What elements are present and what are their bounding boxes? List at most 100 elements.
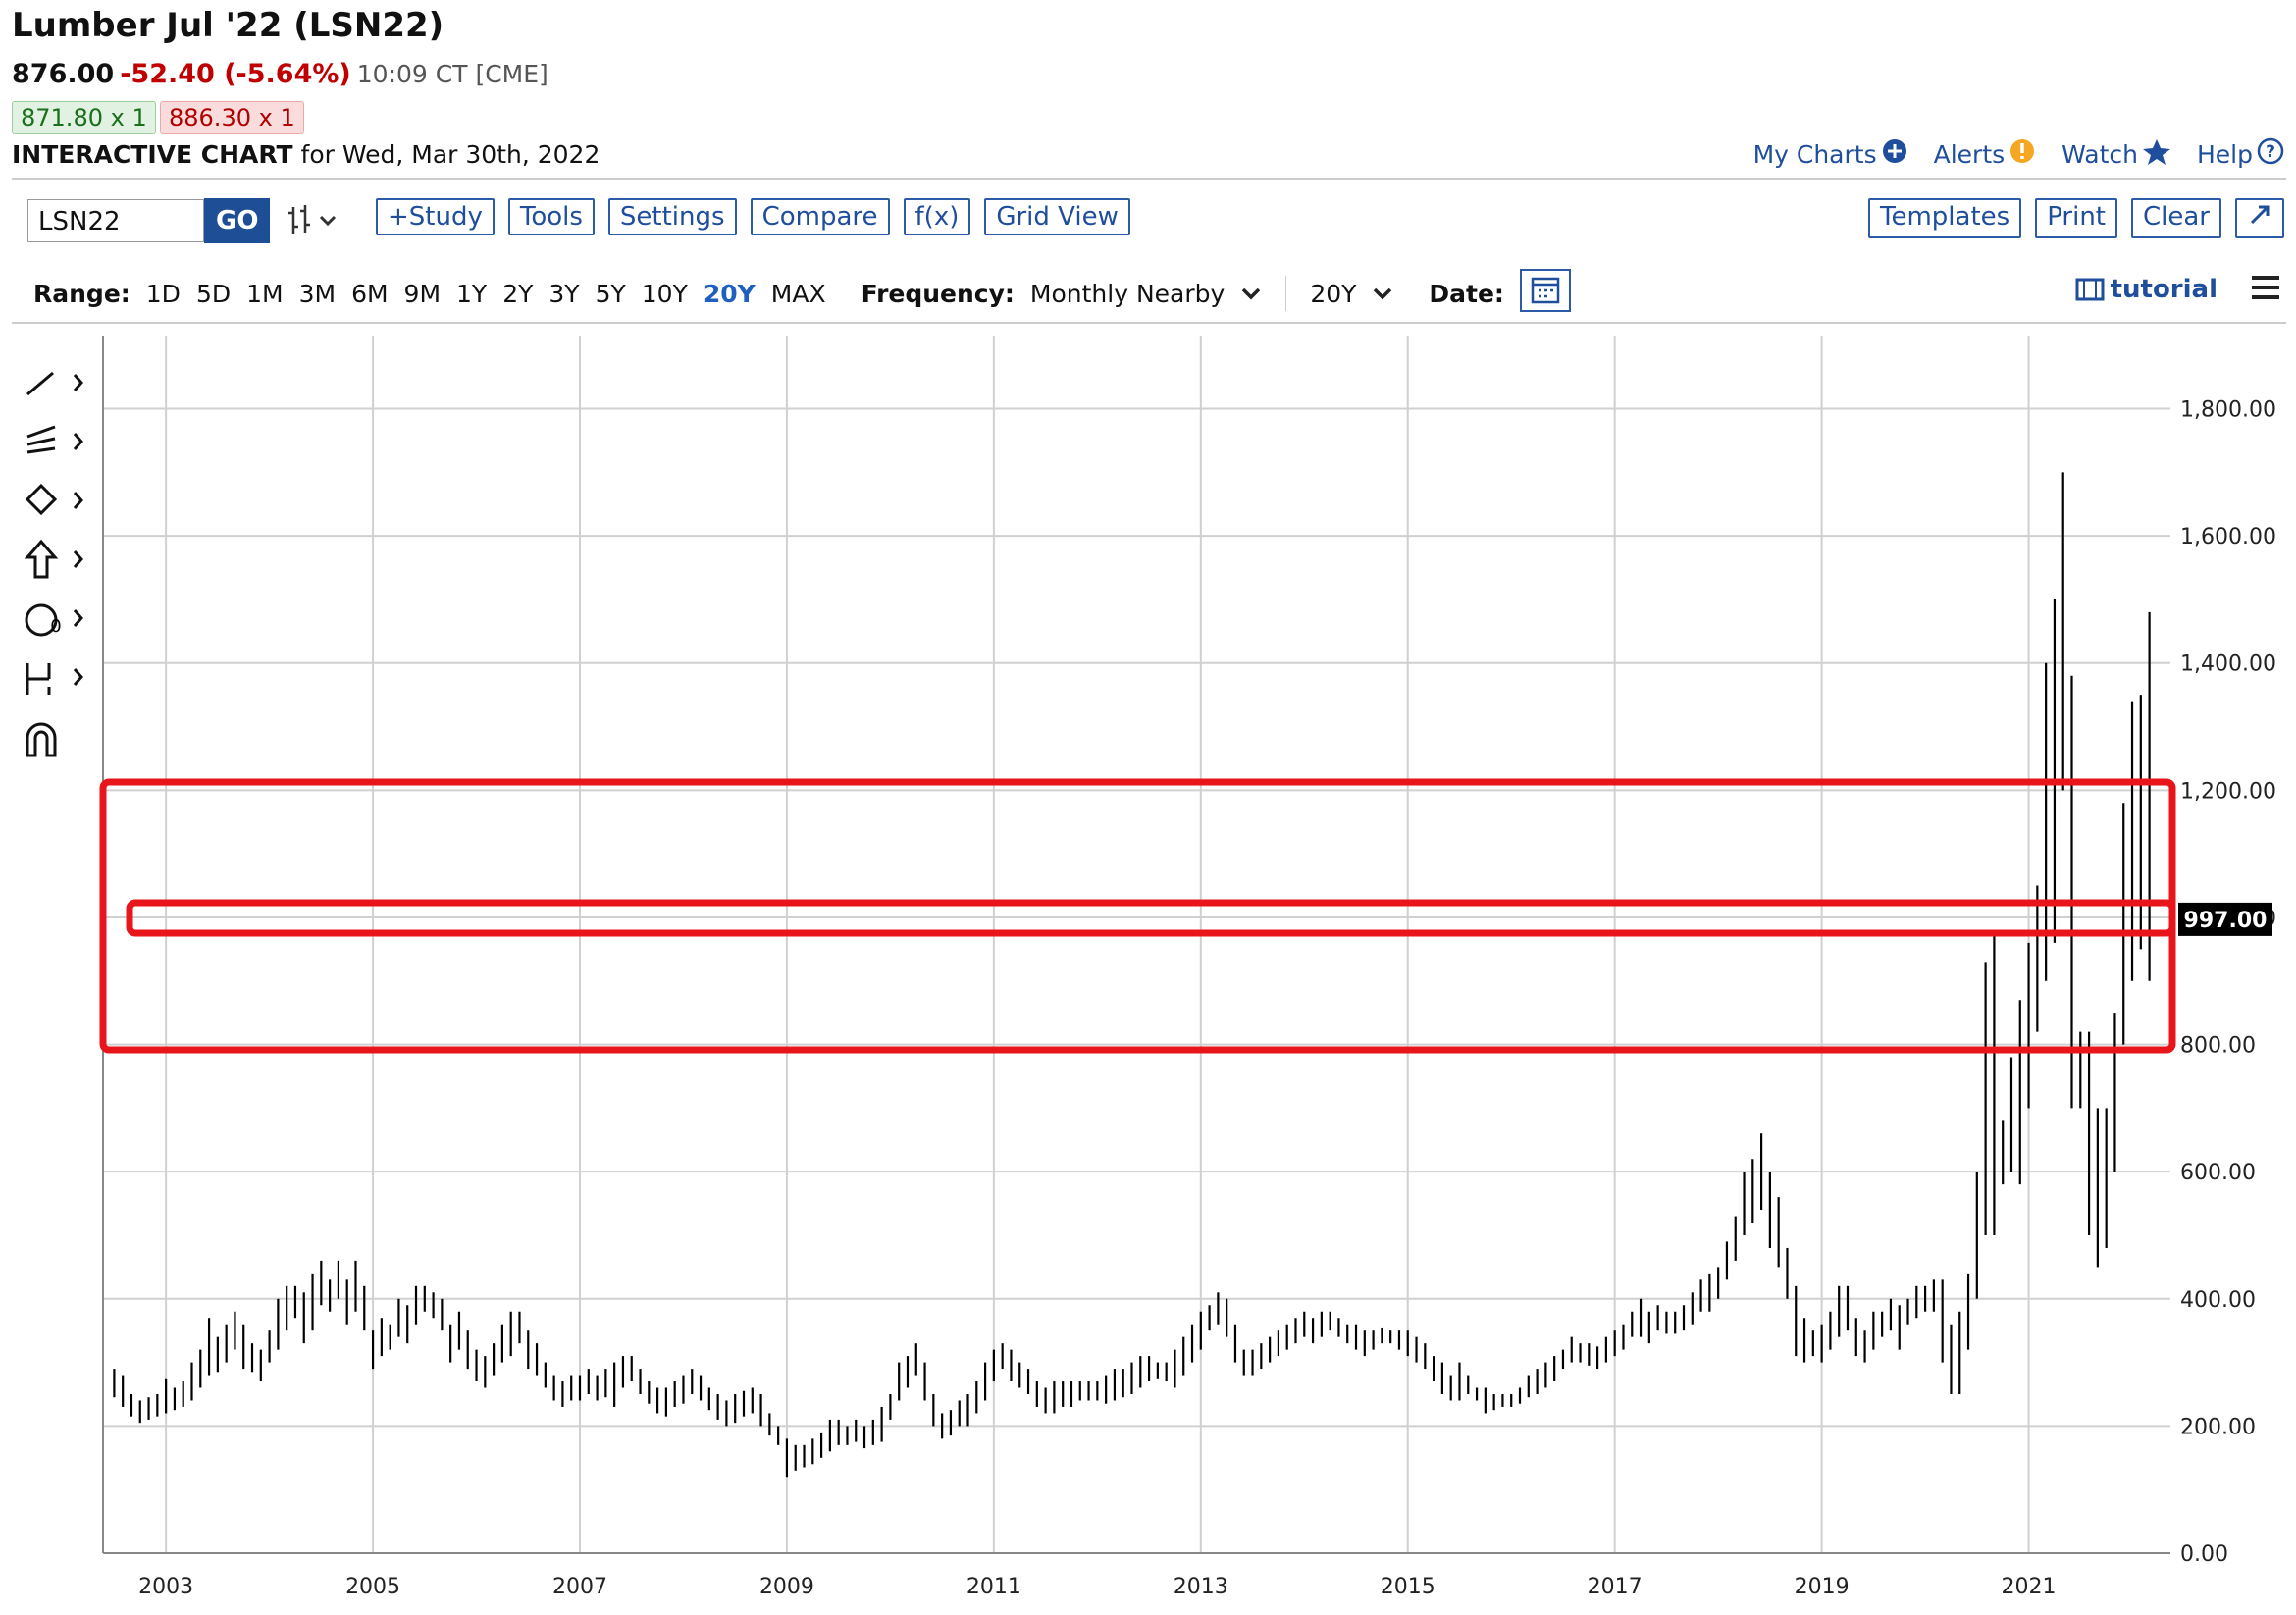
y-tick-label: 800.00 [2180, 1034, 2256, 1059]
tool-more[interactable] [73, 609, 83, 627]
tool-measure[interactable] [26, 663, 83, 695]
x-tick-label: 2011 [966, 1575, 1021, 1599]
header-link[interactable]: Watch [2061, 137, 2171, 171]
range-option[interactable]: 5Y [595, 279, 626, 308]
x-tick-label: 2017 [1588, 1575, 1643, 1599]
header-link[interactable]: Alerts [1934, 137, 2037, 171]
tutorial-icon [2075, 278, 2105, 301]
y-tick-label: 1,800.00 [2180, 398, 2276, 423]
range-option[interactable]: MAX [770, 279, 826, 308]
divider [12, 178, 2286, 180]
x-tick-label: 2005 [345, 1575, 400, 1599]
plot-area [103, 336, 2170, 1553]
toolbar-button[interactable]: Compare [750, 198, 890, 235]
toolbar-button[interactable]: Clear [2131, 198, 2221, 238]
frequency-select[interactable]: Monthly Nearby [1029, 279, 1226, 308]
range-option[interactable]: 20Y [703, 279, 756, 308]
bid: 871.80 x 1 [12, 101, 156, 134]
tool-arrow[interactable] [24, 539, 83, 579]
toolbar-button[interactable]: Grid View [984, 198, 1130, 235]
period-select[interactable]: 20Y [1310, 279, 1357, 308]
tool-magnet[interactable] [26, 722, 57, 757]
frequency-label: Frequency: [861, 279, 1015, 308]
x-tick-label: 2015 [1381, 1575, 1435, 1599]
price-line: 876.00 -52.40 (-5.64%) 10:09 CT [CME] [12, 59, 548, 89]
toolbar-right-buttons: Templates Print Clear [1868, 198, 2284, 238]
tool-text[interactable] [25, 603, 58, 637]
range-option[interactable]: 1Y [456, 279, 488, 308]
price-change: -52.40 (-5.64%) [120, 59, 351, 89]
chart-label-title: INTERACTIVE CHART [12, 140, 293, 169]
tool-line[interactable] [26, 371, 83, 396]
chart-label: INTERACTIVE CHART for Wed, Mar 30th, 202… [12, 140, 600, 169]
range-option[interactable]: 2Y [502, 279, 534, 308]
tool-text-glyph: 0 [50, 616, 61, 637]
tool-fib[interactable] [26, 425, 83, 454]
frequency-chevron[interactable] [1240, 280, 1262, 308]
toolbar-buttons: +Study Tools Settings Compare f(x) Grid View [376, 198, 1130, 235]
x-tick-label: 2019 [1795, 1575, 1850, 1599]
header-link[interactable]: Help? [2197, 137, 2284, 171]
x-tick-label: 2013 [1174, 1575, 1228, 1599]
tutorial-text: tutorial [2110, 275, 2218, 304]
toolbar-button[interactable]: f(x) [903, 198, 971, 235]
divider [12, 322, 2286, 324]
header-links: My Charts Alerts Watch Help? [1753, 137, 2284, 171]
date-label: Date: [1429, 279, 1504, 308]
y-tick-label: 1,200.00 [2180, 779, 2276, 804]
toolbar-button[interactable]: Tools [507, 198, 595, 235]
y-tick-label: 1,600.00 [2180, 525, 2276, 549]
range-option[interactable]: 1M [246, 279, 284, 308]
range-option[interactable]: 6M [351, 279, 389, 308]
go-button[interactable]: GO [204, 198, 271, 243]
annotation-box [126, 899, 2176, 937]
header-link[interactable]: My Charts [1753, 137, 1908, 171]
y-tick-label: 0.00 [2180, 1542, 2228, 1567]
price-marker-label: 997.00 [2184, 909, 2268, 933]
header-link-text: Watch [2061, 139, 2138, 169]
tool-shape[interactable] [25, 483, 83, 516]
y-tick-label: 600.00 [2180, 1161, 2256, 1185]
range-option[interactable]: 10Y [641, 279, 688, 308]
x-tick-label: 2009 [759, 1575, 814, 1599]
ask: 886.30 x 1 [160, 101, 304, 134]
toolbar-button[interactable]: +Study [376, 198, 495, 235]
header-link-icon [2009, 137, 2036, 171]
range-option[interactable]: 5D [195, 279, 232, 308]
price-marker [2178, 902, 2272, 936]
header-link-text: Help [2197, 139, 2253, 169]
quote-time: 10:09 CT [CME] [356, 60, 548, 88]
tutorial-link[interactable]: tutorial [2075, 275, 2218, 304]
range-option[interactable]: 3Y [548, 279, 580, 308]
last-price: 876.00 [12, 59, 115, 89]
toolbar-button[interactable]: Print [2035, 198, 2117, 238]
range-option[interactable]: 3M [298, 279, 337, 308]
separator [1285, 276, 1287, 311]
bars [113, 472, 2151, 1478]
range-option[interactable]: 9M [403, 279, 442, 308]
header-link-icon: ? [2257, 137, 2284, 171]
toolbar-button[interactable]: Settings [607, 198, 737, 235]
symbol-input[interactable]: LSN22 [27, 199, 204, 242]
x-tick-label: 2003 [138, 1575, 193, 1599]
chart-date: for Wed, Mar 30th, 2022 [300, 140, 600, 169]
toolbar-button[interactable]: Templates [1868, 198, 2022, 238]
range-option[interactable]: 1D [145, 279, 181, 308]
chart-type-icon[interactable] [286, 201, 344, 240]
x-tick-label: 2007 [552, 1575, 607, 1599]
calendar-button[interactable] [1519, 269, 1571, 318]
header-link-text: Alerts [1933, 139, 2006, 169]
title: Lumber Jul '22 (LSN22) [12, 6, 444, 45]
svg-text:?: ? [2266, 142, 2275, 162]
menu-icon[interactable] [2249, 273, 2282, 302]
expand-button[interactable] [2235, 198, 2284, 238]
header-link-text: My Charts [1752, 139, 1877, 169]
range-bar: Range: 1D 5D 1M 3M 6M 9M 1Y 2Y 3Y 5Y 10Y 20Y MAX Frequ… [33, 269, 1571, 318]
period-chevron[interactable] [1372, 280, 1393, 308]
y-tick-label: 200.00 [2180, 1415, 2256, 1439]
y-tick-label: 400.00 [2180, 1288, 2256, 1313]
axis-labels: 0.00200.00400.00600.00800.001,000.001,20… [138, 398, 2276, 1599]
